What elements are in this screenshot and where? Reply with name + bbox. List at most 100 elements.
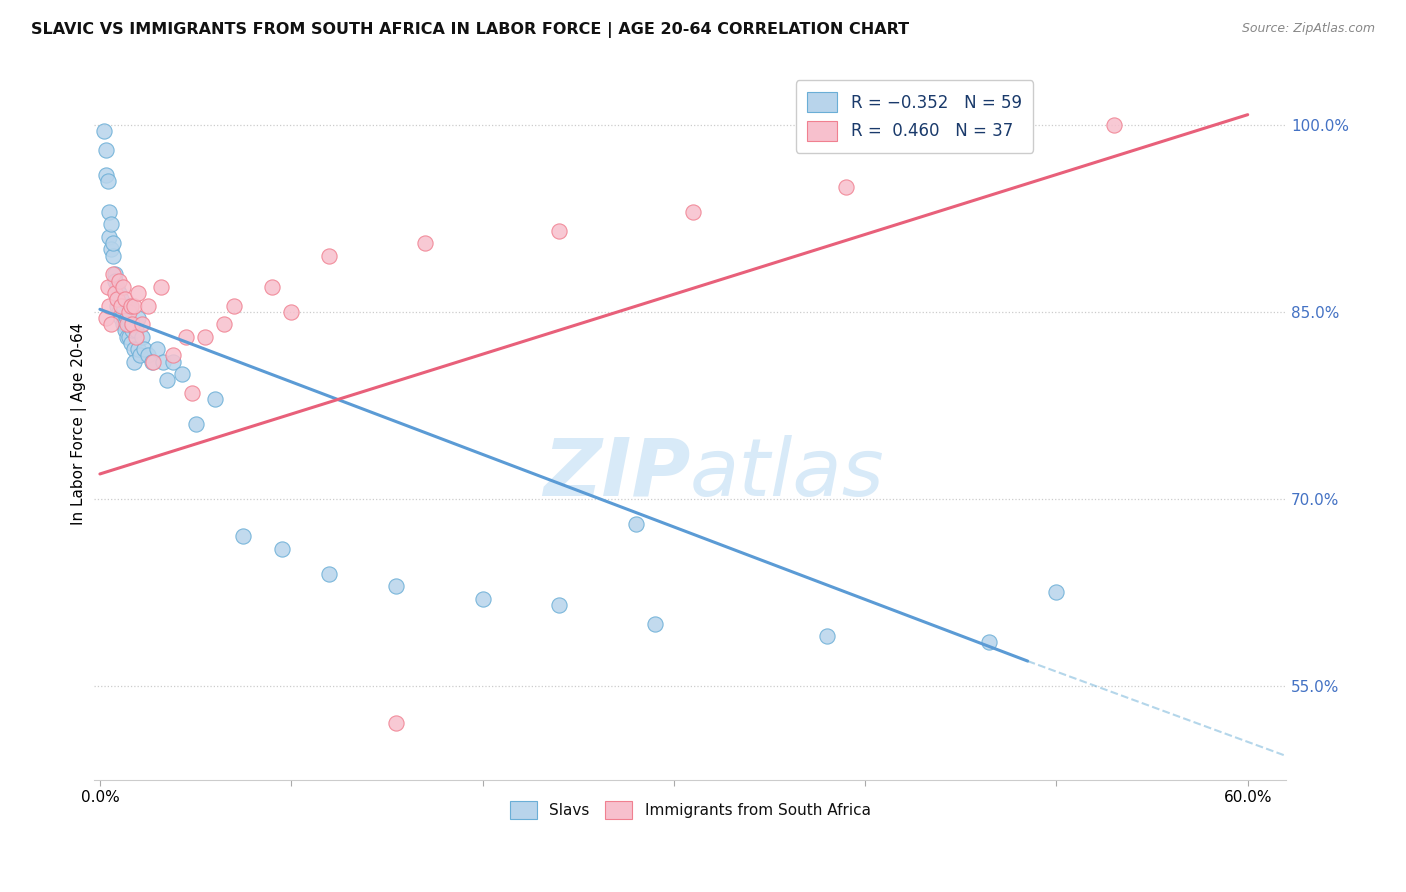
Point <box>124 299 146 313</box>
Point <box>108 305 131 319</box>
Point <box>104 286 127 301</box>
Point <box>127 311 149 326</box>
Text: SLAVIC VS IMMIGRANTS FROM SOUTH AFRICA IN LABOR FORCE | AGE 20-64 CORRELATION CH: SLAVIC VS IMMIGRANTS FROM SOUTH AFRICA I… <box>31 22 910 38</box>
Point <box>117 299 139 313</box>
Point <box>129 348 152 362</box>
Point <box>104 268 127 282</box>
Point <box>120 318 142 332</box>
Point <box>682 205 704 219</box>
Point <box>548 598 571 612</box>
Point <box>94 143 117 157</box>
Point <box>385 579 408 593</box>
Point <box>111 280 134 294</box>
Point <box>98 205 121 219</box>
Point <box>142 354 165 368</box>
Point <box>280 305 302 319</box>
Y-axis label: In Labor Force | Age 20-64: In Labor Force | Age 20-64 <box>72 323 87 525</box>
Point <box>97 174 120 188</box>
Point <box>979 635 1001 649</box>
Point <box>184 417 207 431</box>
Point <box>270 541 292 556</box>
Point <box>110 299 132 313</box>
Point <box>117 330 139 344</box>
Point <box>121 318 143 332</box>
Point <box>222 299 245 313</box>
Point <box>105 299 128 313</box>
Point <box>1102 118 1125 132</box>
Point <box>232 529 254 543</box>
Point <box>114 324 136 338</box>
Point <box>104 274 127 288</box>
Point <box>194 330 217 344</box>
Point <box>121 318 143 332</box>
Point <box>108 274 131 288</box>
Point <box>93 124 115 138</box>
Point <box>98 230 121 244</box>
Point <box>318 566 340 581</box>
Point <box>124 342 146 356</box>
Point <box>100 243 122 257</box>
Point <box>131 318 153 332</box>
Point <box>97 280 120 294</box>
Text: ZIP: ZIP <box>543 434 690 513</box>
Point <box>180 385 202 400</box>
Point <box>94 168 117 182</box>
Point <box>318 249 340 263</box>
Point <box>111 318 134 332</box>
Point <box>105 280 128 294</box>
Text: atlas: atlas <box>690 434 884 513</box>
Point <box>103 236 125 251</box>
Point <box>624 516 647 531</box>
Text: Source: ZipAtlas.com: Source: ZipAtlas.com <box>1241 22 1375 36</box>
Point <box>162 354 184 368</box>
Point <box>124 354 146 368</box>
Point <box>127 286 149 301</box>
Point <box>117 318 139 332</box>
Point <box>98 299 121 313</box>
Point <box>103 268 125 282</box>
Point <box>100 318 122 332</box>
Point <box>136 348 159 362</box>
Point <box>132 342 155 356</box>
Point <box>117 305 139 319</box>
Point <box>114 318 136 332</box>
Point <box>125 330 148 344</box>
Point <box>136 299 159 313</box>
Point <box>413 236 436 251</box>
Point <box>214 318 236 332</box>
Point <box>114 293 136 307</box>
Point <box>120 299 142 313</box>
Point <box>815 629 838 643</box>
Point <box>385 716 408 731</box>
Point <box>100 218 122 232</box>
Point <box>125 324 148 338</box>
Point <box>548 224 571 238</box>
Legend: Slavs, Immigrants from South Africa: Slavs, Immigrants from South Africa <box>503 795 877 825</box>
Point <box>103 249 125 263</box>
Point <box>146 342 169 356</box>
Point <box>150 280 173 294</box>
Point <box>1045 585 1067 599</box>
Point <box>110 293 132 307</box>
Point <box>172 367 194 381</box>
Point <box>127 342 149 356</box>
Point <box>120 336 142 351</box>
Point <box>471 591 494 606</box>
Point <box>131 330 153 344</box>
Point <box>162 348 184 362</box>
Point <box>204 392 226 406</box>
Point <box>115 318 138 332</box>
Point <box>644 616 666 631</box>
Point <box>174 330 197 344</box>
Point <box>835 180 858 194</box>
Point <box>110 311 132 326</box>
Point <box>105 293 128 307</box>
Point <box>108 286 131 301</box>
Point <box>262 280 284 294</box>
Point <box>115 330 138 344</box>
Point <box>121 324 143 338</box>
Point <box>152 354 174 368</box>
Point <box>111 299 134 313</box>
Point <box>94 311 117 326</box>
Point <box>115 311 138 326</box>
